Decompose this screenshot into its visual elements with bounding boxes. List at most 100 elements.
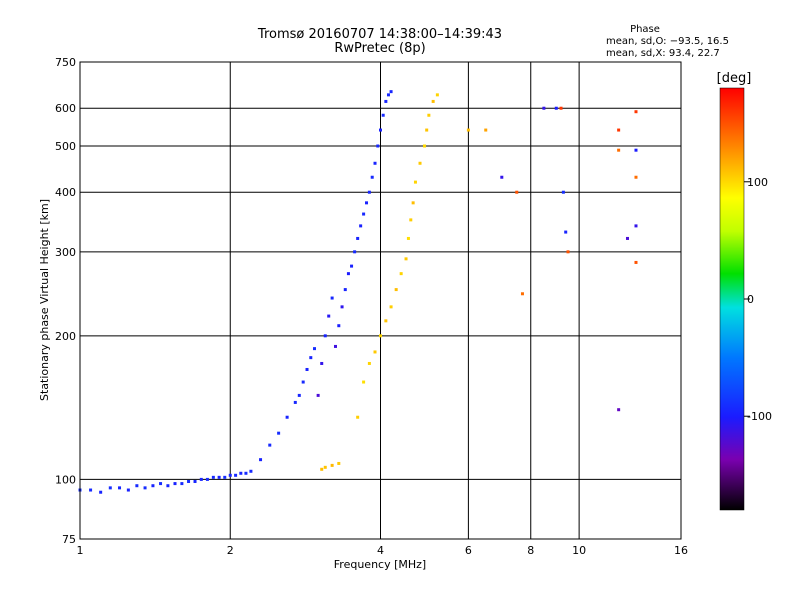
phase-point xyxy=(234,473,238,477)
colorbar-tick-label: 0 xyxy=(747,293,754,306)
phase-point xyxy=(305,367,309,371)
phase-point xyxy=(316,393,320,397)
phase-point xyxy=(515,190,519,194)
phase-point xyxy=(376,144,380,148)
x-axis-label: Frequency [MHz] xyxy=(334,558,426,571)
phase-colorbar xyxy=(719,87,745,511)
phase-point xyxy=(634,110,638,114)
phase-point xyxy=(634,148,638,152)
phase-point xyxy=(617,148,621,152)
phase-point xyxy=(346,272,350,276)
phase-point xyxy=(199,477,203,481)
phase-point xyxy=(384,99,388,103)
phase-point xyxy=(268,443,272,447)
phase-point xyxy=(166,484,170,488)
phase-point xyxy=(427,113,431,117)
phase-point xyxy=(561,190,565,194)
phase-point xyxy=(379,128,382,132)
colorbar-label: [deg] xyxy=(717,71,752,86)
phase-point xyxy=(566,250,570,254)
phase-point xyxy=(259,458,263,462)
x-tick-label: 6 xyxy=(465,544,472,557)
phase-point xyxy=(337,324,341,328)
phase-point xyxy=(484,128,488,132)
phase-point xyxy=(285,415,289,419)
phase-point xyxy=(356,236,360,240)
phase-point xyxy=(542,106,546,110)
phase-point xyxy=(89,488,93,492)
colorbar-tick-label: -100 xyxy=(747,410,772,423)
y-tick-label: 500 xyxy=(55,140,76,153)
x-tick-label: 8 xyxy=(527,544,534,557)
phase-point xyxy=(118,486,122,490)
phase-point xyxy=(126,488,130,492)
x-axis-ticks: 1 2 4 6 8 10 16 xyxy=(77,544,689,557)
x-tick-label: 10 xyxy=(572,544,586,557)
phase-point xyxy=(384,319,388,323)
phase-point xyxy=(373,350,377,354)
phase-point xyxy=(340,305,344,309)
x-tick-label: 2 xyxy=(227,544,234,557)
phase-point xyxy=(293,400,297,404)
colorbar-ticks: 100 0 -100 xyxy=(744,176,772,423)
phase-point xyxy=(143,486,147,490)
phase-point xyxy=(370,175,374,179)
phase-point xyxy=(431,99,435,103)
y-tick-label: 750 xyxy=(55,56,76,69)
phase-point xyxy=(399,272,403,276)
phase-point xyxy=(330,296,334,300)
phase-point xyxy=(634,224,638,228)
phase-point xyxy=(362,212,366,216)
phase-point xyxy=(277,431,281,435)
phase-point xyxy=(389,90,393,94)
phase-point xyxy=(244,471,248,475)
phase-point xyxy=(323,465,327,469)
phase-point xyxy=(327,314,331,318)
phase-point xyxy=(356,415,360,419)
phase-point xyxy=(312,347,316,351)
phase-point xyxy=(99,490,103,494)
phase-point xyxy=(362,380,366,384)
phase-point xyxy=(249,469,253,473)
phase-point xyxy=(301,380,305,384)
colorbar-tick-label: 100 xyxy=(747,176,768,189)
phase-point xyxy=(379,334,382,338)
phase-stats-x: mean, sd,X: 93.4, 22.7 xyxy=(606,48,720,59)
phase-point xyxy=(223,475,227,479)
y-tick-label: 200 xyxy=(55,330,76,343)
phase-point xyxy=(564,230,568,234)
x-tick-label: 4 xyxy=(377,544,384,557)
phase-point xyxy=(173,482,177,486)
phase-point xyxy=(389,305,393,309)
phase-stats-o: mean, sd,O: −93.5, 16.5 xyxy=(606,36,729,47)
phase-point xyxy=(365,201,369,205)
phase-point xyxy=(386,93,390,97)
phase-stats-heading: Phase xyxy=(630,24,660,35)
phase-point xyxy=(466,128,470,132)
phase-point xyxy=(520,292,524,296)
plot-grid xyxy=(80,62,681,539)
phase-point xyxy=(559,106,563,110)
phase-point xyxy=(422,144,426,148)
phase-point xyxy=(425,128,429,132)
phase-point xyxy=(297,393,301,397)
phase-point xyxy=(381,113,385,117)
phase-point xyxy=(406,236,410,240)
phase-point xyxy=(617,408,621,412)
phase-point xyxy=(409,218,413,222)
phase-point xyxy=(411,201,415,205)
y-tick-label: 75 xyxy=(62,533,76,546)
phase-point xyxy=(187,479,191,483)
phase-point xyxy=(435,93,439,97)
phase-point xyxy=(413,180,417,184)
phase-point xyxy=(418,161,422,165)
phase-point xyxy=(350,264,354,268)
phase-point xyxy=(359,224,363,228)
phase-point xyxy=(330,463,334,467)
phase-point xyxy=(554,106,558,110)
phase-point xyxy=(343,288,347,292)
y-tick-label: 400 xyxy=(55,186,76,199)
phase-point xyxy=(367,190,371,194)
phase-point xyxy=(625,236,629,240)
